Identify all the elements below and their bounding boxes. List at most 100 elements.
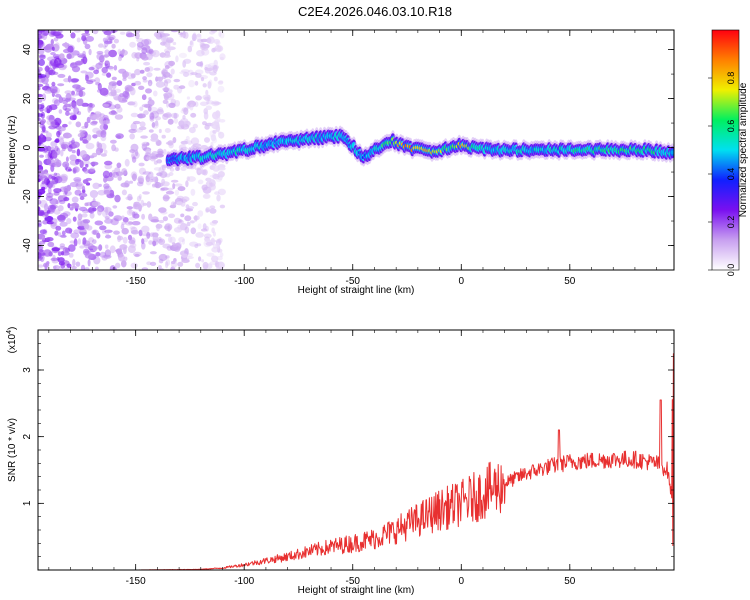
heatmap-noise-cell — [68, 244, 76, 252]
heatmap-noise-cell — [48, 251, 53, 257]
heatmap-noise-cell — [57, 205, 64, 212]
heatmap-noise-cell — [41, 93, 47, 102]
heatmap-noise-cell — [61, 141, 71, 147]
heatmap-x-tick-label: 0 — [458, 276, 464, 287]
heatmap-noise-cell — [151, 49, 160, 58]
colorbar-tick-label: 0.4 — [726, 168, 736, 181]
heatmap-noise-cell — [202, 193, 211, 200]
heatmap-noise-cell — [78, 98, 84, 106]
heatmap-noise-cell — [95, 62, 103, 69]
heatmap-noise-cell — [149, 153, 157, 159]
heatmap-noise-cell — [195, 95, 203, 101]
heatmap-noise-cell — [161, 181, 170, 187]
heatmap-noise-cell — [162, 68, 166, 72]
heatmap-noise-cell — [120, 223, 125, 230]
heatmap-noise-cell — [155, 81, 165, 88]
heatmap-noise-cell — [69, 154, 77, 161]
heatmap-noise-cell — [209, 205, 216, 209]
heatmap-noise-cell — [219, 119, 226, 123]
heatmap-noise-cell — [148, 82, 152, 87]
heatmap-noise-cell — [76, 37, 81, 43]
heatmap-noise-cell — [165, 141, 173, 145]
heatmap-noise-cell — [157, 107, 164, 113]
heatmap-noise-cell — [171, 112, 179, 119]
heatmap-noise-cell — [89, 167, 95, 172]
heatmap-noise-cell — [75, 183, 83, 187]
heatmap-noise-cell — [175, 55, 179, 63]
heatmap-noise-cell — [80, 264, 86, 270]
heatmap-noise-cell — [148, 240, 153, 245]
heatmap-noise-cell — [86, 80, 94, 85]
heatmap-noise-cell — [141, 143, 148, 151]
heatmap-noise-cell — [212, 137, 217, 144]
heatmap-noise-cell — [137, 113, 146, 119]
heatmap-noise-cell — [157, 148, 164, 155]
heatmap-noise-cell — [44, 65, 50, 72]
heatmap-noise-cell — [55, 200, 59, 205]
heatmap-noise-cell — [87, 105, 91, 113]
heatmap-noise-cell — [165, 259, 171, 266]
heatmap-noise-cell — [129, 226, 136, 230]
heatmap-noise-cell — [216, 194, 221, 202]
heatmap-noise-cell — [99, 87, 109, 96]
heatmap-noise-cell — [170, 201, 176, 209]
heatmap-noise-cell — [186, 176, 190, 182]
heatmap-noise-cell — [88, 66, 95, 71]
heatmap-noise-cell — [126, 32, 135, 38]
heatmap-noise-cell — [189, 241, 199, 247]
heatmap-noise-cell — [114, 114, 124, 120]
heatmap-noise-cell — [96, 50, 104, 55]
heatmap-noise-cell — [82, 219, 91, 224]
heatmap-noise-cell — [207, 81, 212, 89]
heatmap-noise-cell — [178, 85, 186, 90]
heatmap-noise-cell — [192, 123, 198, 129]
heatmap-noise-cell — [91, 152, 98, 158]
heatmap-noise-cell — [191, 33, 197, 42]
heatmap-noise-cell — [199, 75, 208, 80]
heatmap-noise-cell — [71, 266, 77, 270]
heatmap-noise-cell — [142, 191, 150, 195]
heatmap-noise-cell — [38, 178, 41, 183]
heatmap-noise-cell — [59, 265, 64, 270]
heatmap-noise-cell — [55, 93, 62, 98]
heatmap-noise-cell — [136, 41, 144, 48]
heatmap-noise-cell — [165, 261, 169, 269]
heatmap-noise-cell — [38, 188, 46, 195]
heatmap-noise-cell — [142, 79, 148, 83]
heatmap-noise-cell — [99, 225, 107, 231]
heatmap-noise-cell — [168, 102, 176, 109]
heatmap-noise-cell — [109, 265, 116, 270]
snr-y-tick-label: 3 — [22, 367, 33, 373]
heatmap-noise-cell — [139, 69, 145, 74]
heatmap-noise-cell — [66, 53, 72, 60]
heatmap-noise-cell — [173, 117, 178, 124]
heatmap-noise-cell — [141, 47, 148, 54]
heatmap-noise-cell — [79, 129, 86, 133]
heatmap-noise-cell — [60, 143, 69, 149]
heatmap-noise-cell — [147, 106, 152, 112]
colorbar-tick-label: 0.8 — [726, 72, 736, 85]
heatmap-noise-cell — [151, 122, 156, 128]
heatmap-noise-cell — [186, 221, 191, 227]
heatmap-noise-cell — [210, 30, 218, 33]
heatmap-noise-cell — [111, 169, 116, 178]
heatmap-noise-cell — [134, 68, 141, 76]
heatmap-noise-cell — [130, 143, 139, 152]
heatmap-noise-cell — [121, 168, 128, 175]
heatmap-noise-cell — [134, 253, 140, 258]
heatmap-noise-cell — [103, 39, 109, 48]
heatmap-noise-cell — [100, 153, 107, 157]
heatmap-noise-cell — [42, 219, 49, 225]
heatmap-noise-cell — [116, 162, 122, 169]
heatmap-noise-cell — [162, 194, 170, 202]
heatmap-noise-cell — [145, 178, 152, 186]
heatmap-noise-cell — [148, 129, 154, 133]
heatmap-noise-cell — [127, 76, 135, 80]
heatmap-noise-cell — [211, 121, 220, 130]
heatmap-noise-cell — [151, 184, 157, 188]
heatmap-noise-cell — [77, 238, 81, 245]
heatmap-noise-cell — [168, 60, 176, 67]
heatmap-noise-cell — [79, 150, 87, 158]
heatmap-noise-cell — [185, 135, 190, 141]
heatmap-noise-cell — [86, 116, 91, 124]
